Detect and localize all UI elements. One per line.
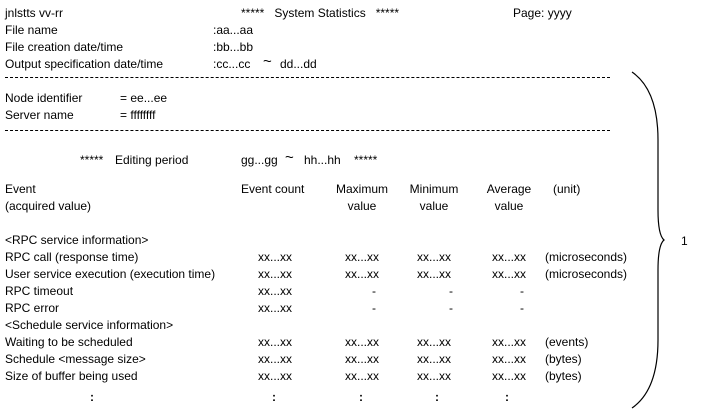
row-count: xx...xx <box>258 369 293 383</box>
row-count: xx...xx <box>258 250 293 264</box>
column-header-count: Event count <box>241 182 305 196</box>
column-header-avg-sub: value <box>494 199 524 213</box>
server-name-value: = ffffffff <box>120 108 156 122</box>
row-count: xx...xx <box>258 267 293 281</box>
editing-period-label: Editing period <box>115 153 189 167</box>
row-avg: xx...xx <box>491 335 526 349</box>
row-event: Size of buffer being used <box>5 369 138 383</box>
row-event: RPC call (response time) <box>5 250 139 264</box>
row-avg: xx...xx <box>491 267 526 281</box>
file-creation-label: File creation date/time <box>5 40 124 54</box>
row-max: xx...xx <box>344 335 379 349</box>
row-unit: (bytes) <box>545 369 582 383</box>
row-min: xx...xx <box>416 335 451 349</box>
row-min: xx...xx <box>416 267 451 281</box>
editing-stars-left: ***** <box>80 153 104 167</box>
row-unit: (microseconds) <box>545 267 628 281</box>
row-avg: - <box>520 301 524 315</box>
row-min: - <box>449 284 453 298</box>
file-name-label: File name <box>5 23 58 37</box>
row-count: xx...xx <box>258 335 293 349</box>
column-header-unit: (unit) <box>553 182 581 196</box>
continuation-mark: : <box>505 390 509 404</box>
continuation-mark: : <box>90 390 94 404</box>
output-spec-end: dd...dd <box>280 57 317 71</box>
file-creation-value: :bb...bb <box>213 40 254 54</box>
row-min: - <box>449 301 453 315</box>
section-rpc: <RPC service information> <box>5 233 149 247</box>
column-header-event: Event <box>5 182 36 196</box>
section-schedule: <Schedule service information> <box>5 318 174 332</box>
column-header-max-sub: value <box>347 199 377 213</box>
editing-period-start: gg...gg <box>241 153 278 167</box>
row-max: - <box>372 284 376 298</box>
column-header-event-sub: (acquired value) <box>5 199 92 213</box>
row-unit: (bytes) <box>545 352 582 366</box>
row-avg: xx...xx <box>491 352 526 366</box>
row-max: - <box>372 301 376 315</box>
node-identifier-label: Node identifier <box>5 91 83 105</box>
right-brace <box>631 71 665 409</box>
row-count: xx...xx <box>258 301 293 315</box>
row-event: RPC error <box>5 301 60 315</box>
column-header-min-sub: value <box>419 199 449 213</box>
row-event: Schedule <message size> <box>5 352 146 366</box>
editing-period-end: hh...hh <box>304 153 341 167</box>
row-max: xx...xx <box>344 369 379 383</box>
row-event: Waiting to be scheduled <box>5 335 133 349</box>
program-name: jnlstts vv-rr <box>5 6 63 20</box>
brace-label: 1 <box>681 234 688 248</box>
continuation-mark: : <box>435 390 439 404</box>
row-avg: xx...xx <box>491 369 526 383</box>
row-unit: (microseconds) <box>545 250 628 264</box>
editing-period-tilde: ~ <box>285 149 294 166</box>
row-max: xx...xx <box>344 267 379 281</box>
output-spec-value: :cc...cc <box>213 57 251 71</box>
row-event: User service execution (execution time) <box>5 267 216 281</box>
output-spec-tilde: ~ <box>263 53 272 70</box>
editing-stars-right: ***** <box>354 153 378 167</box>
separator-line <box>5 130 610 131</box>
file-name-value: :aa...aa <box>213 23 254 37</box>
row-unit: (events) <box>545 335 589 349</box>
column-header-max: Maximum <box>335 182 388 196</box>
page-number: Page: yyyy <box>513 6 572 20</box>
separator-line <box>5 77 610 78</box>
row-max: xx...xx <box>344 352 379 366</box>
continuation-mark: : <box>359 390 363 404</box>
row-event: RPC timeout <box>5 284 74 298</box>
output-spec-label: Output specification date/time <box>5 57 164 71</box>
node-identifier-value: = ee...ee <box>120 91 168 105</box>
row-avg: xx...xx <box>491 250 526 264</box>
column-header-min: Minimum <box>409 182 459 196</box>
row-min: xx...xx <box>416 250 451 264</box>
row-min: xx...xx <box>416 369 451 383</box>
column-header-avg: Average <box>486 182 532 196</box>
row-avg: - <box>520 284 524 298</box>
report-title: ***** System Statistics ***** <box>241 6 400 20</box>
row-min: xx...xx <box>416 352 451 366</box>
row-max: xx...xx <box>344 250 379 264</box>
row-count: xx...xx <box>258 284 293 298</box>
continuation-mark: : <box>272 390 276 404</box>
server-name-label: Server name <box>5 108 74 122</box>
row-count: xx...xx <box>258 352 293 366</box>
